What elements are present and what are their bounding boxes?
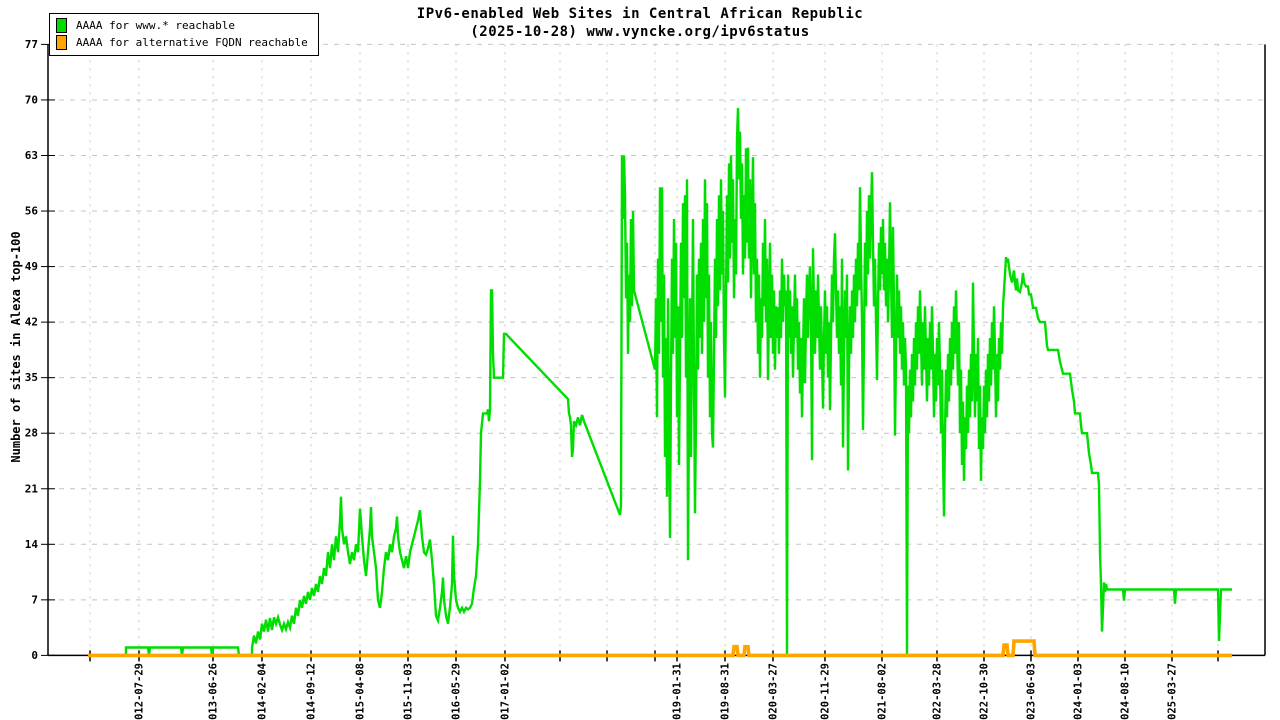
legend-label-alt-fqdn: AAAA for alternative FQDN reachable [76,36,308,49]
y-tick-label: 28 [25,427,38,440]
x-tick-label: 2014-02-04 [257,663,269,720]
y-axis-label: Number of sites in Alexa top-100 [9,231,23,463]
x-tick-label: 2019-01-31 [672,663,684,720]
x-tick-label: 2025-03-27 [1167,663,1179,720]
x-tick-label: 2013-06-26 [208,663,220,720]
legend-item-www: AAAA for www.* reachable [56,17,308,34]
y-tick-label: 42 [25,316,38,329]
y-tick-label: 0 [31,649,38,662]
x-tick-label: 2021-08-02 [877,663,889,720]
x-tick-label: 2022-03-28 [932,663,944,720]
x-tick-label: 2024-08-10 [1120,663,1132,720]
y-tick-label: 70 [25,93,38,106]
y-tick-label: 49 [25,260,38,273]
y-tick-label: 63 [25,149,38,162]
y-tick-label: 35 [25,371,38,384]
y-tick-label: 14 [25,538,39,551]
series-line-www-reachable [88,107,1232,657]
legend-swatch-green [56,18,67,33]
x-tick-label: 2015-04-08 [355,663,367,720]
x-tick-label: 2024-01-03 [1073,663,1085,720]
x-tick-label: 2019-08-31 [720,663,732,720]
y-tick-label: 21 [25,482,39,495]
legend-item-alt-fqdn: AAAA for alternative FQDN reachable [56,34,308,51]
series-line-alt-fqdn-reachable [88,639,1232,658]
x-tick-label: 2012-07-29 [134,663,146,720]
x-tick-label: 2020-11-29 [820,663,832,720]
chart-title-line2: (2025-10-28) www.vyncke.org/ipv6status [470,24,810,40]
chart-title-line1: IPv6-enabled Web Sites in Central Africa… [416,6,864,22]
y-tick-label: 56 [25,205,39,218]
x-tick-label: 2022-10-30 [979,663,991,720]
x-tick-label: 2020-03-27 [768,663,780,720]
y-tick-label: 7 [31,593,38,606]
legend-label-www: AAAA for www.* reachable [76,19,235,32]
x-tick-label: 2023-06-03 [1026,663,1038,720]
y-tick-label: 77 [25,38,38,51]
chart-title: IPv6-enabled Web Sites in Central Africa… [0,5,1280,41]
x-tick-label: 2015-11-03 [403,663,415,720]
legend-box: AAAA for www.* reachable AAAA for altern… [49,13,319,56]
x-tick-label: 2017-01-02 [500,663,512,720]
x-tick-label: 2016-05-29 [451,663,463,720]
legend-swatch-orange [56,35,67,50]
x-tick-label: 2014-09-12 [306,663,318,720]
